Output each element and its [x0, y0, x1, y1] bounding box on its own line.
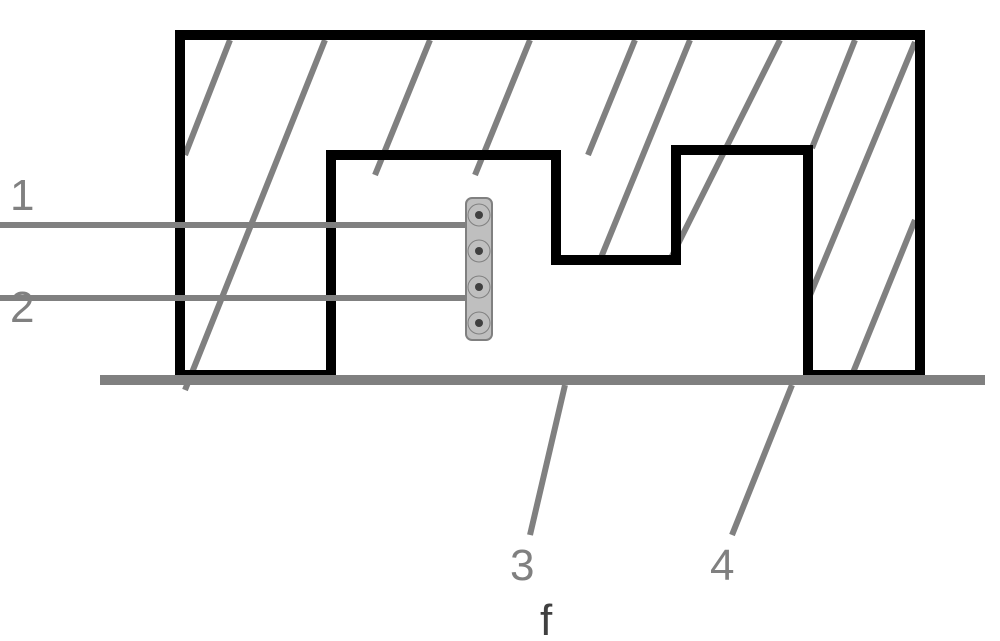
label-1: 1 [10, 171, 34, 220]
pin-strip [466, 198, 492, 340]
canvas-bg [0, 0, 1000, 641]
diagram-f: 1 2 3 4 f [0, 0, 1000, 641]
label-4: 4 [710, 541, 734, 590]
pin-dot [475, 319, 483, 327]
label-2: 2 [10, 283, 34, 332]
label-3: 3 [510, 541, 534, 590]
pin-dot [475, 247, 483, 255]
pin-dot [475, 283, 483, 291]
label-f: f [540, 596, 553, 641]
pin-dot [475, 211, 483, 219]
